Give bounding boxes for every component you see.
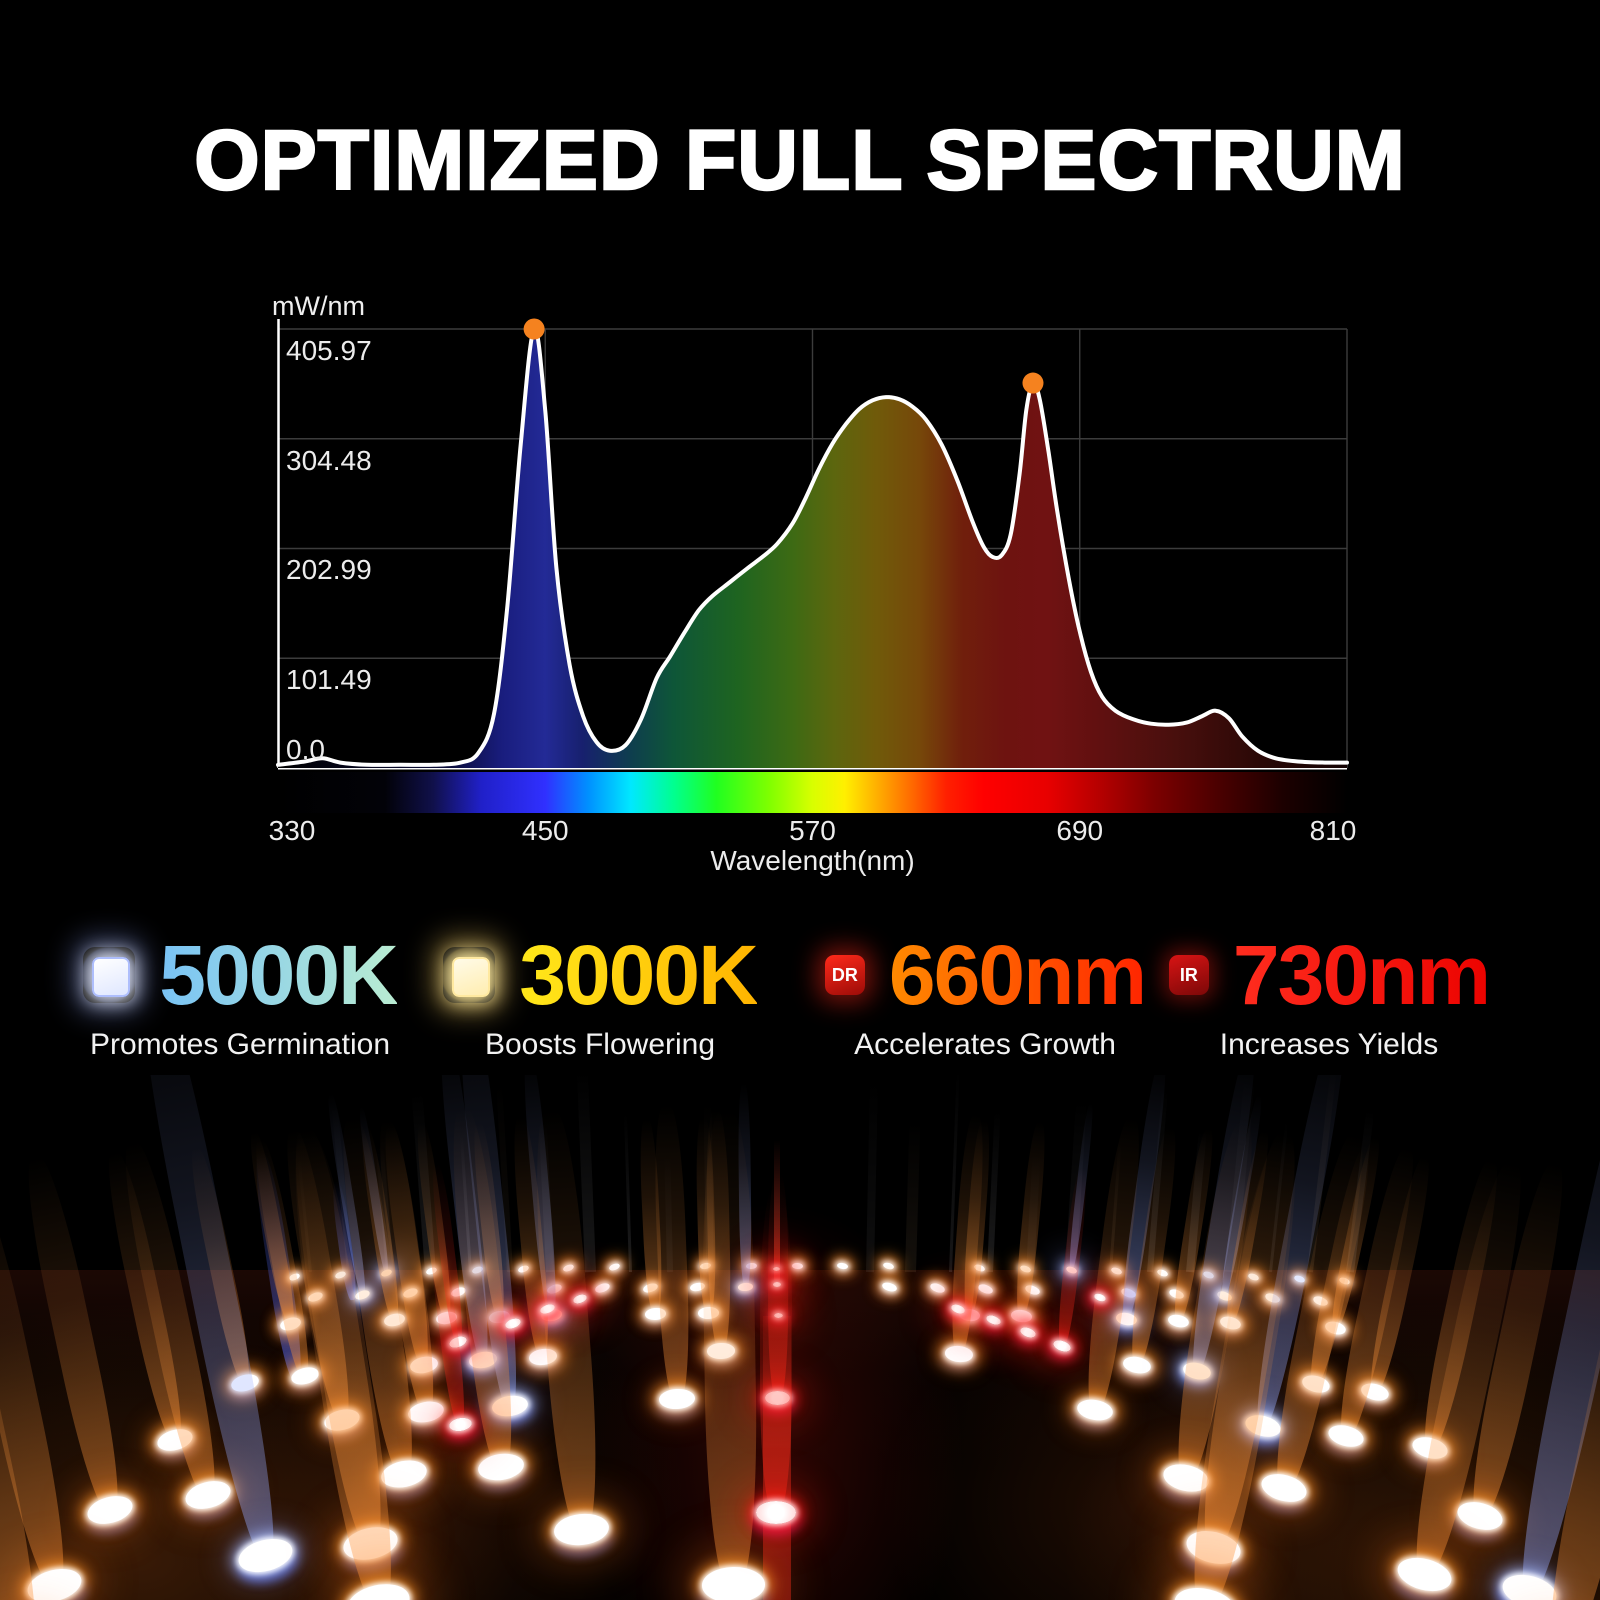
warm-led-dot [701, 1566, 766, 1600]
x-axis-title: Wavelength(nm) [710, 845, 915, 876]
feature-caption: Accelerates Growth [854, 1028, 1116, 1061]
light-streak [987, 1111, 1001, 1273]
y-axis-unit-label: mW/nm [272, 291, 365, 321]
spectrum-curve [276, 326, 1349, 767]
feature-660nm-head: DR 660nm [824, 928, 1147, 1022]
led-chip-core [452, 957, 491, 997]
feature-caption: Increases Yields [1219, 1028, 1439, 1061]
led-chip-core [92, 957, 131, 997]
peak-marker-dot [1022, 372, 1044, 394]
ir-led-chip-icon: IR [1168, 955, 1209, 995]
chart-plot-area [276, 318, 1349, 770]
y-tick-label: 405.97 [286, 335, 372, 366]
red-led-beam [759, 1187, 793, 1513]
spectrum-color-bar [278, 772, 1347, 813]
feature-caption: Boosts Flowering [484, 1028, 716, 1061]
x-tick-label: 330 [268, 815, 316, 846]
x-tick-label: 450 [521, 815, 569, 846]
page-title: OPTIMIZED FULL SPECTRUM [193, 112, 1406, 209]
red-beam-column [763, 1316, 791, 1600]
cool-white-led-chip-icon [83, 947, 136, 1003]
y-tick-label: 101.49 [286, 664, 372, 696]
feature-value: 730nm [1232, 928, 1491, 1022]
warm-white-led-chip-icon [443, 947, 496, 1003]
feature-3000k: 3000K Boosts Flowering [443, 933, 759, 1062]
feature-value: 3000K [519, 928, 759, 1022]
feature-caption: Promotes Germination [89, 1028, 391, 1061]
x-tick-label: 810 [1309, 815, 1357, 846]
feature-5000k-head: 5000K [83, 928, 399, 1022]
feature-3000k-head: 3000K [443, 928, 759, 1022]
feature-5000k: 5000K Promotes Germination [83, 928, 399, 1062]
feature-660nm: DR 660nm Accelerates Growth [824, 933, 1147, 1062]
deep-red-led-chip-icon: DR [824, 955, 865, 995]
red-beam-line [774, 1140, 780, 1280]
light-haze [1060, 1300, 1600, 1600]
feature-730nm: IR 730nm Increases Yields [1168, 933, 1491, 1062]
feature-value: 5000K [159, 928, 399, 1022]
light-haze [880, 1295, 1400, 1600]
red-led-dot [755, 1500, 797, 1524]
feature-value: 660nm [888, 928, 1147, 1022]
y-tick-label: 0.0 [286, 734, 325, 765]
y-tick-label: 304.48 [286, 444, 372, 476]
feature-730nm-head: IR 730nm [1168, 928, 1491, 1022]
x-tick-label: 690 [1056, 815, 1104, 846]
x-tick-label: 570 [789, 815, 836, 846]
led-board-photo [0, 1075, 1600, 1600]
spectrum-chart: mW/nm 405.97 304.48 202.99 101.49 0.0 330 450… [268, 291, 1357, 876]
peak-marker-dot [523, 318, 545, 340]
y-tick-label: 202.99 [286, 554, 372, 586]
spectrum-area-fill [278, 328, 1347, 768]
